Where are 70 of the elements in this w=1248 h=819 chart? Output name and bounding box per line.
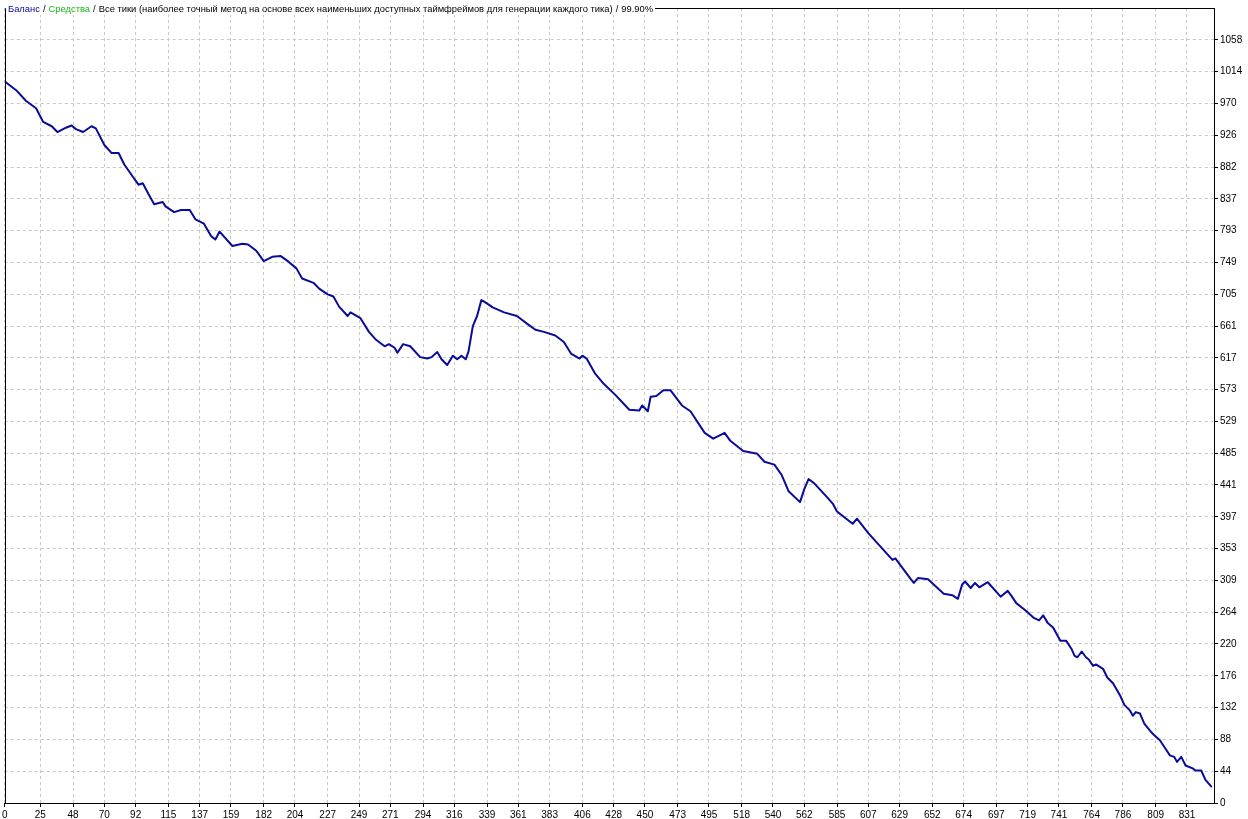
y-tick-label: 220 [1220,637,1238,649]
x-tick-label: 562 [795,808,814,819]
x-tick-label: 607 [859,808,878,819]
x-tick-label: 831 [1178,808,1196,819]
x-tick-label: 294 [414,808,432,819]
x-tick-label: 316 [445,808,464,819]
x-tick-label: 629 [891,808,909,819]
legend-label: Средства [48,3,91,14]
y-tick-label: 1014 [1220,65,1243,77]
chart-title: Все тики (наиболее точный метод на основе всех наименьших доступных таймфреймов для генерации каждого тика) [98,3,613,14]
x-tick-label: 48 [67,808,80,819]
x-tick-label: 764 [1083,808,1101,819]
x-tick-label: 182 [255,808,273,819]
y-tick-label: 0 [1220,796,1226,808]
x-tick-label: 473 [669,808,687,819]
x-tick-label: 0 [2,808,8,819]
y-tick-label: 264 [1220,605,1238,617]
x-tick-label: 741 [1050,808,1068,819]
x-tick-label: 137 [191,808,209,819]
y-tick-label: 705 [1220,287,1238,299]
y-tick-label: 44 [1220,764,1232,776]
x-tick-label: 697 [988,808,1006,819]
annotation: / [614,3,620,14]
x-tick-label: 652 [923,808,942,819]
y-tick-label: 529 [1220,415,1238,427]
x-tick-label: 719 [1019,808,1037,819]
x-tick-label: 383 [541,808,559,819]
y-tick-label: 926 [1220,128,1238,140]
x-tick-label: 159 [222,808,240,819]
y-tick-label: 617 [1220,351,1238,363]
y-tick-label: 441 [1220,478,1238,490]
y-tick-label: 132 [1220,701,1238,713]
y-tick-label: 485 [1220,446,1238,458]
x-tick-label: 406 [574,808,592,819]
x-tick-label: 495 [700,808,718,819]
x-tick-label: 809 [1147,808,1165,819]
x-tick-label: 585 [828,808,846,819]
annotation: / [41,3,47,14]
y-tick-label: 397 [1220,510,1238,522]
x-tick-label: 204 [286,808,304,819]
y-tick-label: 661 [1220,319,1238,331]
annotation: / [92,3,97,14]
y-tick-label: 88 [1220,733,1232,745]
y-tick-label: 970 [1220,97,1238,109]
y-tick-label: 309 [1220,574,1238,586]
y-tick-label: 882 [1220,160,1238,172]
y-tick-label: 793 [1220,224,1238,236]
x-tick-label: 361 [510,808,528,819]
x-tick-label: 674 [955,808,973,819]
x-tick-label: 115 [160,808,177,819]
x-tick-label: 518 [733,808,751,819]
x-tick-label: 450 [636,808,654,819]
x-tick-label: 25 [34,808,47,819]
x-tick-label: 227 [319,808,337,819]
y-tick-label: 837 [1220,192,1238,204]
x-tick-label: 540 [764,808,782,819]
x-tick-label: 249 [350,808,368,819]
chart-subtitle: 99.90% [621,3,654,14]
y-tick-label: 573 [1220,383,1238,395]
x-tick-label: 271 [381,808,400,819]
text: Баланс [8,3,40,14]
x-tick-label: 428 [605,808,623,819]
x-tick-label: 786 [1114,808,1132,819]
y-tick-label: 353 [1220,542,1238,554]
y-tick-label: 1058 [1220,33,1243,45]
x-tick-label: 92 [130,808,142,819]
x-tick-label: 339 [478,808,496,819]
y-tick-label: 749 [1220,256,1238,268]
x-tick-label: 70 [98,808,111,819]
y-tick-label: 176 [1220,669,1238,681]
